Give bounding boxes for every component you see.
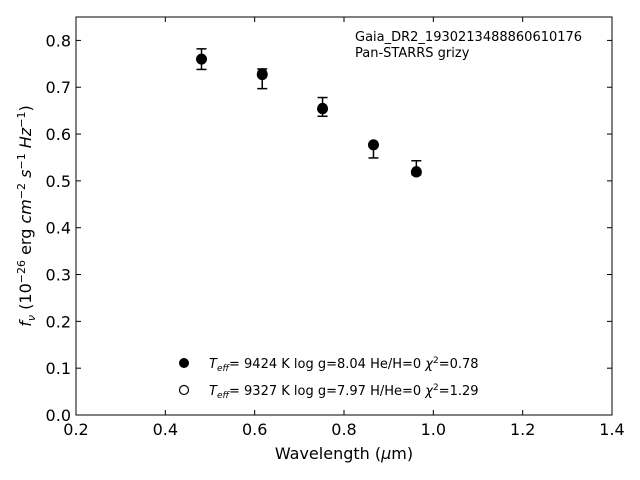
x-tick-label-0: 0.2 xyxy=(63,420,88,439)
y-tick-label-7: 0.7 xyxy=(46,78,71,97)
y-tick-label-0: 0.0 xyxy=(46,406,71,425)
x-tick-label-2: 0.6 xyxy=(242,420,267,439)
filled-point-0 xyxy=(196,53,208,65)
legend: Teff= 9424 K log g=8.04 He/H=0 χ2=0.78 T… xyxy=(178,356,479,401)
filled-point-3 xyxy=(367,139,379,151)
annotation-survey: Pan-STARRS grizy xyxy=(355,46,470,61)
y-tick-label-1: 0.1 xyxy=(46,359,71,378)
x-tick-label-3: 0.8 xyxy=(331,420,356,439)
x-tick-label-6: 1.4 xyxy=(599,420,624,439)
filled-point-1 xyxy=(256,69,268,81)
filled-point-2 xyxy=(317,103,329,115)
x-tick-label-1: 0.4 xyxy=(153,420,178,439)
y-tick-label-8: 0.8 xyxy=(46,31,71,50)
y-axis-title: fν (10−26 erg cm−2 s−1 Hz−1) xyxy=(15,105,38,326)
x-tick-label-4: 1.0 xyxy=(421,420,446,439)
y-tick-label-4: 0.4 xyxy=(46,219,71,238)
annotation-source: Gaia_DR2_1930213488860610176 xyxy=(355,30,582,45)
x-tick-label-5: 1.2 xyxy=(510,420,535,439)
y-tick-label-3: 0.3 xyxy=(46,266,71,285)
y-tick-label-5: 0.5 xyxy=(46,172,71,191)
legend-label-open: Teff= 9327 K log g=7.97 H/He=0 χ2=1.29 xyxy=(209,383,479,401)
filled-point-4 xyxy=(410,166,422,178)
plot-frame xyxy=(75,16,613,416)
x-axis-title: Wavelength (μm) xyxy=(275,444,413,463)
legend-marker-filled xyxy=(179,358,189,368)
y-tick-label-6: 0.6 xyxy=(46,125,71,144)
legend-marker-open xyxy=(178,384,190,396)
axis-ticks: 0.2 0.4 0.6 0.8 1.0 1.2 1.4 0.0 0.1 0.2 0.3 0.4 0.5 0… xyxy=(46,17,625,439)
error-bars xyxy=(196,48,422,176)
legend-label-filled: Teff= 9424 K log g=8.04 He/H=0 χ2=0.78 xyxy=(209,356,479,374)
y-tick-label-2: 0.2 xyxy=(46,312,71,331)
data-markers xyxy=(196,53,422,178)
